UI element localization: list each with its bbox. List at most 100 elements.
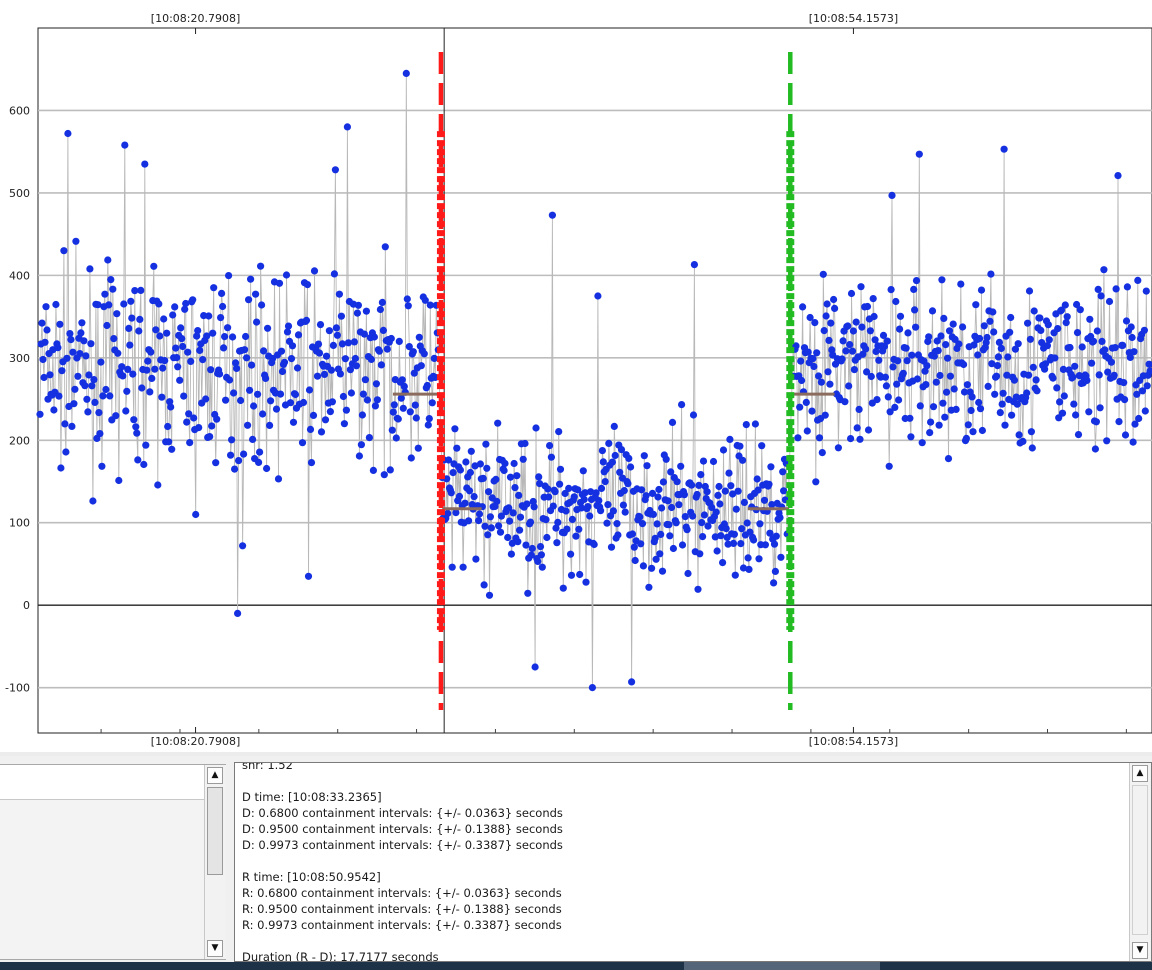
data-point [659, 478, 668, 486]
data-point [283, 328, 292, 336]
data-point [582, 578, 590, 586]
data-point [209, 329, 217, 337]
results-log-scroll-thumb[interactable] [1132, 785, 1148, 935]
data-point [68, 422, 76, 430]
data-point [484, 531, 492, 539]
data-point [739, 456, 747, 464]
data-point [858, 323, 866, 331]
data-point [447, 489, 455, 497]
taskbar-active-segment[interactable] [684, 962, 880, 970]
results-log-scrollbar[interactable]: ▲ ▼ [1129, 763, 1151, 961]
data-point [962, 434, 971, 442]
data-point [1061, 301, 1069, 309]
data-point [76, 350, 84, 358]
left-list-scroll-down-button[interactable]: ▼ [207, 940, 223, 957]
data-point [729, 539, 738, 548]
data-point [570, 493, 578, 501]
data-point [455, 492, 464, 500]
data-point [412, 414, 420, 422]
data-point [938, 276, 946, 284]
data-point [738, 525, 746, 533]
data-point [651, 534, 659, 542]
data-point [693, 490, 701, 499]
data-point [173, 354, 181, 362]
data-point [1066, 343, 1074, 352]
data-point [248, 361, 256, 369]
data-point [409, 348, 417, 356]
data-point [462, 458, 470, 466]
left-list-scrollbar[interactable]: ▲ ▼ [204, 765, 226, 959]
data-point [89, 497, 97, 505]
data-point [1105, 297, 1114, 306]
data-point [967, 406, 975, 415]
data-point [1086, 315, 1094, 323]
data-point [736, 442, 744, 450]
data-point [722, 525, 730, 533]
data-point [657, 530, 665, 539]
data-point [494, 419, 502, 427]
data-point [143, 366, 151, 374]
data-point [1015, 431, 1023, 439]
data-point [918, 439, 926, 447]
data-point [118, 363, 126, 371]
data-point [276, 390, 285, 398]
data-point [43, 326, 51, 334]
data-point [183, 418, 191, 426]
log-line: snr: 1.52 [242, 762, 293, 772]
data-point [556, 465, 565, 473]
data-point [88, 382, 96, 390]
data-point [523, 500, 531, 508]
data-point [483, 464, 491, 472]
data-point [329, 341, 337, 349]
left-list-scroll-up-button[interactable]: ▲ [207, 767, 223, 784]
data-point [141, 160, 149, 168]
data-point [127, 297, 135, 305]
data-point [739, 564, 748, 572]
data-point [335, 290, 343, 298]
data-point [383, 345, 391, 353]
data-point [284, 322, 293, 330]
data-point [99, 392, 107, 400]
data-point [84, 408, 92, 416]
y-tick-label: 600 [9, 104, 30, 117]
left-list-panel[interactable]: ▲ ▼ [0, 764, 226, 960]
data-point [869, 295, 877, 303]
data-point [102, 385, 110, 394]
data-point [114, 349, 122, 357]
data-point [621, 508, 629, 516]
data-point [60, 247, 68, 255]
data-point [187, 357, 195, 365]
data-point [984, 382, 992, 390]
data-point [172, 344, 180, 352]
data-point [86, 265, 94, 273]
data-point [138, 384, 146, 392]
data-point [420, 350, 428, 358]
data-point [289, 418, 298, 426]
data-point [55, 392, 63, 400]
data-point [542, 516, 550, 524]
data-point [658, 504, 666, 512]
results-log-scroll-down-button[interactable]: ▼ [1132, 942, 1148, 959]
data-point [1033, 387, 1041, 395]
data-point [140, 460, 148, 469]
bottom-area: ▲ ▼ snr: 1.52 D time: [10:08:33.2365] D: 0… [0, 756, 1152, 962]
data-point [221, 333, 229, 341]
data-point [802, 398, 810, 406]
data-point [940, 314, 948, 322]
data-point [246, 386, 254, 394]
data-point [96, 430, 104, 438]
data-point [1007, 313, 1015, 322]
data-point [178, 335, 186, 343]
data-point [754, 486, 762, 494]
data-point [506, 473, 515, 481]
data-point [62, 448, 70, 456]
data-point [678, 541, 687, 549]
data-point [556, 480, 564, 488]
data-point [113, 310, 121, 318]
data-point [893, 380, 901, 388]
results-log-panel[interactable]: snr: 1.52 D time: [10:08:33.2365] D: 0.680… [234, 762, 1152, 962]
data-point [779, 468, 787, 476]
left-list-scroll-thumb[interactable] [207, 787, 223, 875]
data-point [812, 478, 820, 486]
results-log-scroll-up-button[interactable]: ▲ [1132, 765, 1148, 782]
